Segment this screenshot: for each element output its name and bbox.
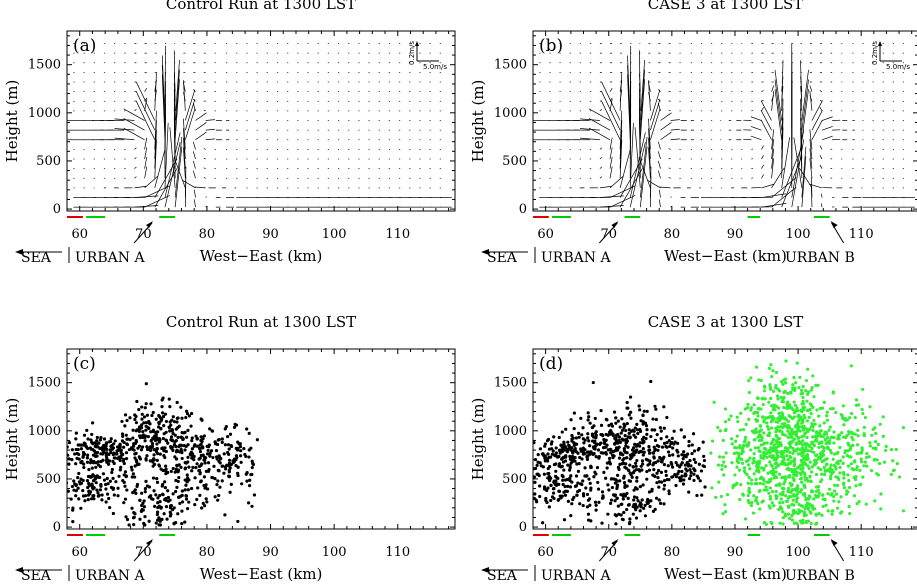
y-tick-label: 0 bbox=[519, 520, 527, 535]
scatter-series-1 bbox=[709, 359, 906, 526]
legend-key-arrowhead bbox=[878, 41, 882, 46]
chart-title: CASE 3 at 1300 LST bbox=[648, 0, 804, 13]
x-tick-label: 90 bbox=[262, 227, 279, 242]
y-tick-label: 1500 bbox=[28, 376, 61, 391]
vector-field bbox=[67, 43, 452, 208]
scatter-series-0 bbox=[533, 379, 707, 526]
urban-a-arrowhead bbox=[611, 221, 619, 228]
y-axis-label: Height (m) bbox=[469, 398, 487, 481]
plot-frame bbox=[532, 30, 917, 212]
panel-a: Control Run at 1300 LST 0 500 1000 1500 60 70 8… bbox=[3, 0, 456, 266]
y-tick-label: 1500 bbox=[494, 376, 527, 391]
x-tick-label: 110 bbox=[849, 545, 874, 560]
sea-arrowhead bbox=[15, 567, 23, 573]
vector-field bbox=[533, 43, 915, 208]
panel-b: CASE 3 at 1300 LST 0 500 1000 1500 60 70 80 90 10… bbox=[469, 0, 917, 266]
urban-a-arrowhead bbox=[146, 539, 154, 546]
urban-b-arrowhead bbox=[830, 221, 838, 228]
y-axis-label: Height (m) bbox=[469, 80, 487, 163]
urban-a-label: URBAN A bbox=[541, 568, 611, 584]
y-tick-label: 500 bbox=[502, 154, 527, 169]
x-tick-label: 60 bbox=[71, 545, 88, 560]
x-tick-label: 70 bbox=[600, 227, 617, 242]
sea-label: SEA bbox=[21, 250, 52, 266]
sea-arrowhead bbox=[15, 249, 23, 255]
chart-title: Control Run at 1300 LST bbox=[166, 0, 356, 13]
panel-c: Control Run at 1300 LST 0 500 1000 1500 60 70 8… bbox=[3, 313, 456, 584]
y-tick-label: 0 bbox=[53, 202, 61, 217]
x-tick-label: 70 bbox=[135, 227, 152, 242]
x-tick-label: 100 bbox=[322, 227, 347, 242]
sea-arrowhead bbox=[481, 567, 489, 573]
x-axis-label: West−East (km) bbox=[200, 565, 323, 583]
urban-a-label: URBAN A bbox=[75, 568, 145, 584]
panel-d: CASE 3 at 1300 LST 0 500 1000 1500 60 70 80 90 10… bbox=[469, 313, 917, 584]
y-tick-label: 1000 bbox=[494, 106, 527, 121]
x-tick-label: 60 bbox=[71, 227, 88, 242]
y-tick-label: 1000 bbox=[28, 106, 61, 121]
y-tick-label: 1500 bbox=[28, 58, 61, 73]
sea-label: SEA bbox=[487, 568, 518, 584]
x-tick-label: 70 bbox=[600, 545, 617, 560]
x-tick-label: 90 bbox=[727, 545, 744, 560]
y-axis-label: Height (m) bbox=[3, 80, 21, 163]
y-axis-label: Height (m) bbox=[3, 398, 21, 481]
sea-label: SEA bbox=[487, 250, 518, 266]
urban-a-arrowhead bbox=[146, 221, 154, 228]
legend-key-arrowhead bbox=[415, 41, 419, 46]
urban-b-label: URBAN B bbox=[785, 250, 855, 266]
y-tick-label: 1500 bbox=[494, 58, 527, 73]
x-axis-label: West−East (km) bbox=[200, 247, 323, 265]
y-tick-label: 1000 bbox=[494, 424, 527, 439]
sea-arrowhead bbox=[481, 249, 489, 255]
x-tick-label: 80 bbox=[664, 227, 681, 242]
x-tick-label: 90 bbox=[262, 545, 279, 560]
panel-label: (a) bbox=[73, 36, 96, 56]
urban-a-label: URBAN A bbox=[75, 250, 145, 266]
x-tick-label: 110 bbox=[385, 227, 410, 242]
panel-label: (d) bbox=[539, 354, 563, 374]
urban-a-arrowhead bbox=[611, 539, 619, 546]
plot-frame bbox=[532, 348, 917, 530]
chart-title: CASE 3 at 1300 LST bbox=[648, 313, 804, 331]
urban-a-label: URBAN A bbox=[541, 250, 611, 266]
plot-frame bbox=[66, 348, 456, 530]
x-tick-label: 100 bbox=[786, 545, 811, 560]
x-tick-label: 70 bbox=[135, 545, 152, 560]
y-tick-label: 0 bbox=[519, 202, 527, 217]
panel-label: (b) bbox=[539, 36, 563, 56]
x-tick-label: 90 bbox=[727, 227, 744, 242]
scatter-series-0 bbox=[67, 382, 259, 527]
x-tick-label: 100 bbox=[322, 545, 347, 560]
y-tick-label: 500 bbox=[502, 472, 527, 487]
urban-b-label: URBAN B bbox=[785, 568, 855, 584]
x-tick-label: 80 bbox=[664, 545, 681, 560]
y-tick-label: 500 bbox=[36, 154, 61, 169]
chart-title: Control Run at 1300 LST bbox=[166, 313, 356, 331]
x-tick-label: 80 bbox=[199, 227, 216, 242]
x-tick-label: 80 bbox=[199, 545, 216, 560]
x-tick-label: 110 bbox=[385, 545, 410, 560]
x-tick-label: 100 bbox=[786, 227, 811, 242]
sea-label: SEA bbox=[21, 568, 52, 584]
urban-b-arrowhead bbox=[830, 539, 838, 546]
legend-key-horizontal: 5.0m/s bbox=[423, 63, 447, 71]
y-tick-label: 1000 bbox=[28, 424, 61, 439]
x-axis-label: West−East (km) bbox=[664, 247, 787, 265]
legend-key-vertical: 0.2m/s bbox=[408, 41, 416, 65]
x-tick-label: 60 bbox=[537, 545, 554, 560]
x-tick-label: 60 bbox=[537, 227, 554, 242]
legend-key-vertical: 0.2m/s bbox=[871, 41, 879, 65]
y-tick-label: 500 bbox=[36, 472, 61, 487]
legend-key-horizontal: 5.0m/s bbox=[886, 63, 910, 71]
x-tick-label: 110 bbox=[849, 227, 874, 242]
x-axis-label: West−East (km) bbox=[664, 565, 787, 583]
y-tick-label: 0 bbox=[53, 520, 61, 535]
panel-label: (c) bbox=[73, 354, 96, 374]
plot-frame bbox=[66, 30, 456, 212]
